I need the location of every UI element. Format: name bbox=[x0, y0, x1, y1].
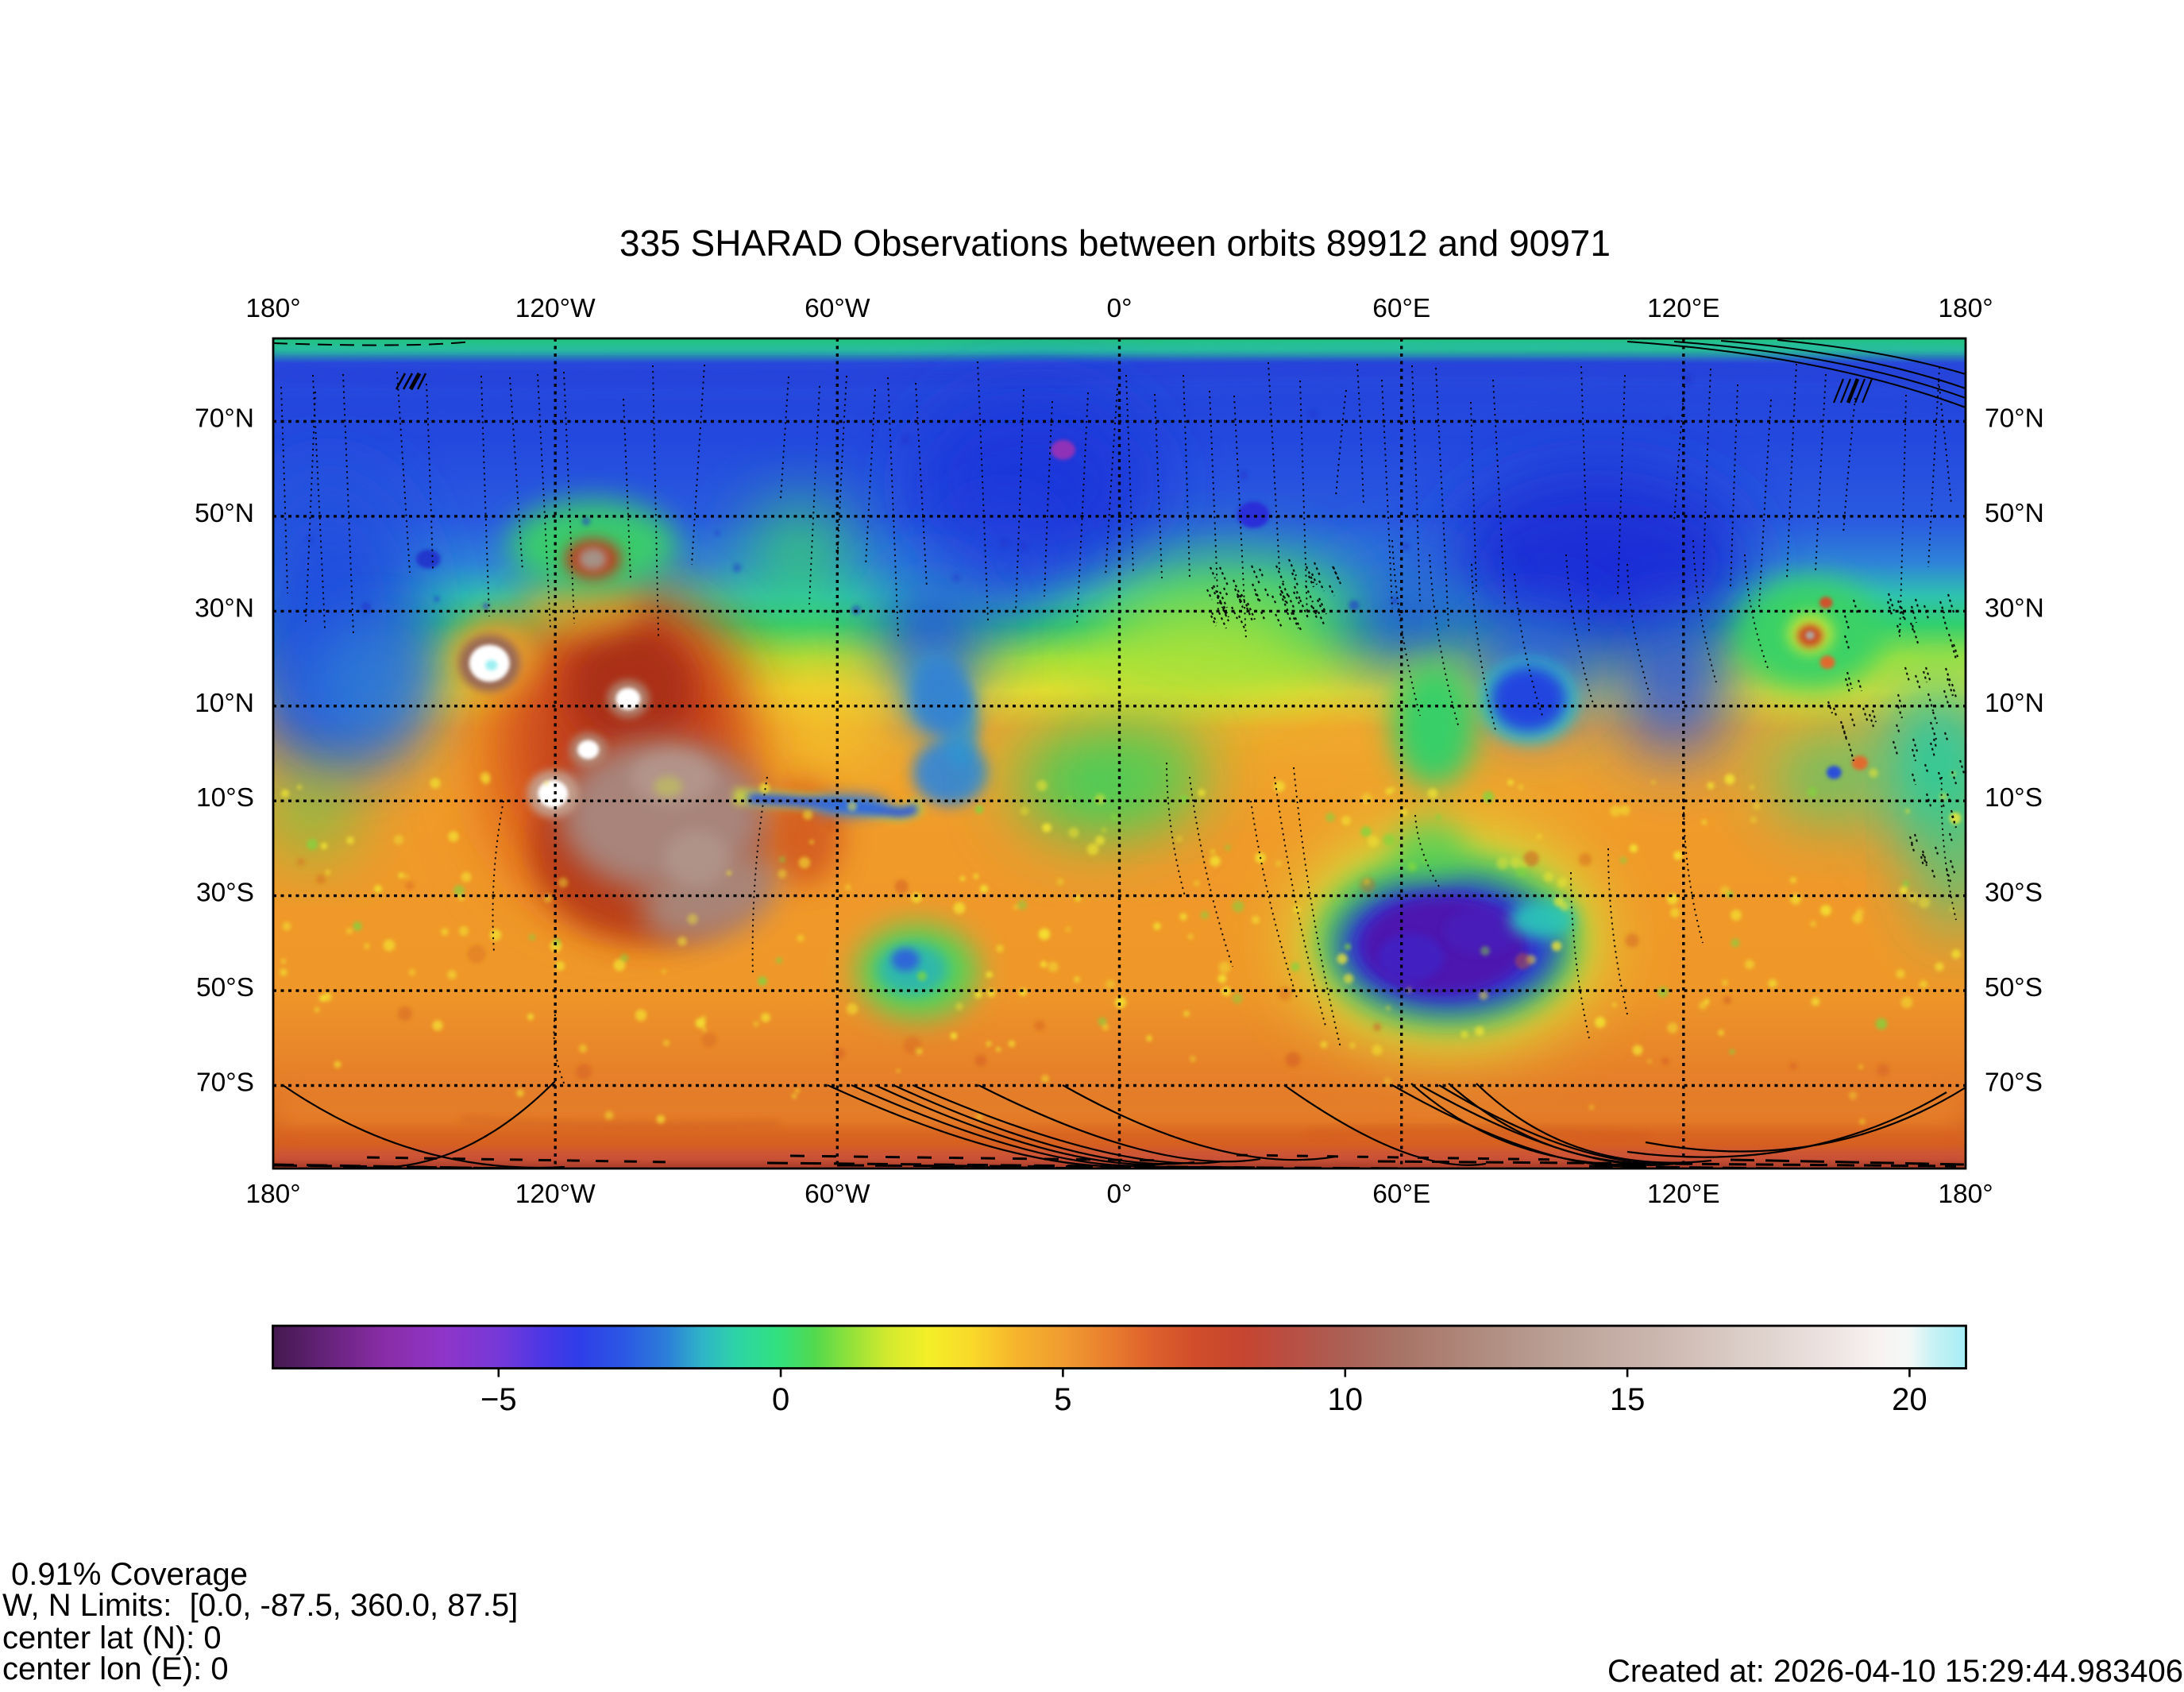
svg-text:Created at: 2026-04-10 15:29:4: Created at: 2026-04-10 15:29:44.983406 bbox=[1607, 1654, 2183, 1688]
svg-text:5: 5 bbox=[1054, 1382, 1071, 1417]
svg-text:30°S: 30°S bbox=[196, 879, 254, 908]
svg-text:60°W: 60°W bbox=[805, 1180, 870, 1209]
svg-text:50°S: 50°S bbox=[196, 973, 254, 1002]
svg-text:10°S: 10°S bbox=[1985, 783, 2043, 813]
svg-text:335 SHARAD Observations betwee: 335 SHARAD Observations between orbits 8… bbox=[619, 222, 1611, 264]
svg-text:60°W: 60°W bbox=[805, 294, 870, 323]
svg-text:10°N: 10°N bbox=[1985, 689, 2044, 718]
svg-text:180°: 180° bbox=[1938, 294, 1993, 323]
svg-text:60°E: 60°E bbox=[1372, 1180, 1430, 1209]
svg-text:30°N: 30°N bbox=[195, 593, 254, 623]
svg-text:180°: 180° bbox=[245, 294, 300, 323]
svg-text:10°N: 10°N bbox=[195, 689, 254, 718]
svg-text:120°W: 120°W bbox=[515, 294, 596, 323]
svg-text:50°S: 50°S bbox=[1985, 973, 2043, 1002]
svg-text:60°E: 60°E bbox=[1372, 294, 1430, 323]
svg-text:0: 0 bbox=[772, 1382, 789, 1417]
svg-text:70°N: 70°N bbox=[195, 404, 254, 434]
svg-text:10: 10 bbox=[1328, 1382, 1364, 1417]
svg-text:0.91% Coverage: 0.91% Coverage bbox=[11, 1557, 248, 1592]
svg-text:−5: −5 bbox=[480, 1382, 517, 1417]
svg-text:70°S: 70°S bbox=[196, 1068, 254, 1098]
svg-text:120°E: 120°E bbox=[1647, 1180, 1720, 1209]
svg-text:180°: 180° bbox=[1938, 1180, 1993, 1209]
svg-text:15: 15 bbox=[1610, 1382, 1646, 1417]
svg-text:30°N: 30°N bbox=[1985, 593, 2044, 623]
svg-text:50°N: 50°N bbox=[195, 499, 254, 528]
svg-text:120°W: 120°W bbox=[515, 1180, 596, 1209]
svg-text:W, N Limits: [0.0, -87.5, 360: W, N Limits: [0.0, -87.5, 360.0, 87.5] bbox=[2, 1588, 518, 1623]
svg-text:50°N: 50°N bbox=[1985, 499, 2044, 528]
svg-text:10°S: 10°S bbox=[196, 783, 254, 813]
svg-text:0°: 0° bbox=[1106, 1180, 1132, 1209]
svg-text:center lat (N): 0: center lat (N): 0 bbox=[2, 1621, 222, 1655]
svg-text:70°N: 70°N bbox=[1985, 404, 2044, 434]
svg-text:180°: 180° bbox=[245, 1180, 300, 1209]
svg-text:70°S: 70°S bbox=[1985, 1068, 2043, 1098]
svg-text:30°S: 30°S bbox=[1985, 879, 2043, 908]
svg-text:120°E: 120°E bbox=[1647, 294, 1720, 323]
svg-text:0°: 0° bbox=[1106, 294, 1132, 323]
svg-text:center lon (E): 0: center lon (E): 0 bbox=[2, 1651, 229, 1686]
svg-text:20: 20 bbox=[1892, 1382, 1927, 1417]
